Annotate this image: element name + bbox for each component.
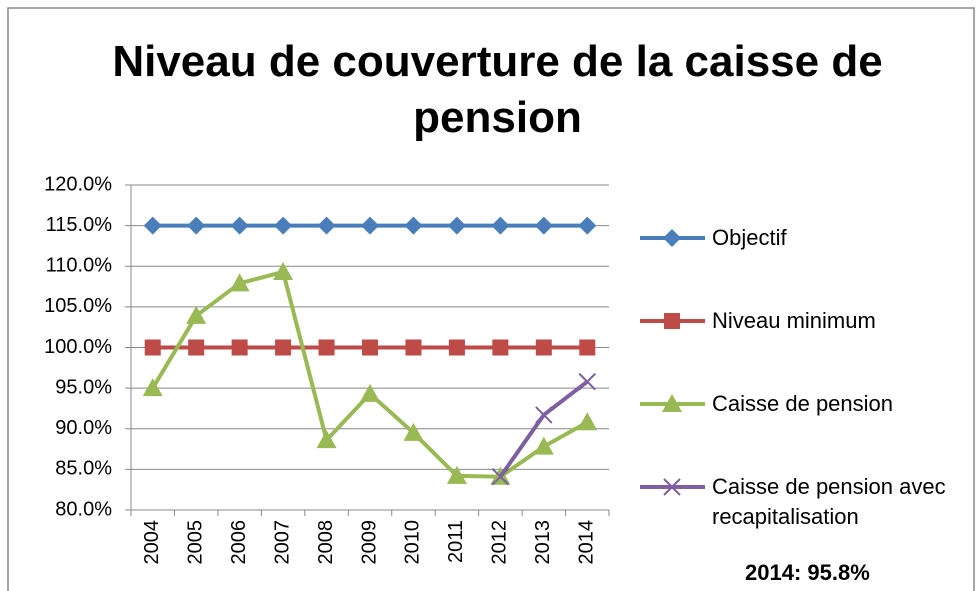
marker [144,339,161,356]
marker [361,216,379,235]
marker [578,216,597,235]
marker [663,229,681,247]
marker [534,216,553,235]
marker [492,339,509,356]
marker [318,339,335,356]
marker [186,305,207,324]
y-tick-label: 90.0% [55,417,112,439]
chart-title: Niveau de couverture de la caisse de pen… [112,37,883,142]
marker [143,216,162,235]
marker [188,339,205,356]
annotation: 2014: 95.8% [745,560,870,585]
y-tick-label: 80.0% [55,498,112,520]
x-tick-label: 2004 [141,520,163,565]
legend-label: Caisse de pension [712,391,894,416]
marker [664,313,680,329]
legend-label: Caisse de pension avec recapitalisation [712,474,946,529]
marker [187,216,206,235]
marker [535,406,553,424]
y-tick-label: 85.0% [55,458,112,480]
marker [273,261,294,280]
marker [448,339,465,356]
x-tick-label: 2005 [184,520,206,565]
marker [577,412,598,431]
x-tick-label: 2010 [402,520,424,565]
marker [405,339,422,356]
marker [229,273,250,292]
x-tick-label: 2011 [445,520,467,563]
marker [362,339,378,356]
x-tick-label: 2006 [228,520,250,565]
y-tick-label: 110.0% [46,255,113,277]
x-tick-label: 2013 [532,520,554,565]
y-tick-label: 120.0% [44,173,112,195]
marker [274,216,293,235]
marker [230,216,249,235]
marker [231,339,248,356]
marker [403,422,424,441]
marker [316,430,337,449]
legend-label: Niveau minimum [712,308,876,333]
marker [491,467,510,486]
chart-border [7,7,975,591]
x-tick-label: 2008 [315,520,337,565]
marker [360,383,380,402]
y-tick-label: 100.0% [44,336,112,358]
marker [662,394,682,412]
marker [579,339,596,356]
marker [142,378,163,397]
y-tick-label: 105.0% [44,295,112,317]
marker [578,372,596,391]
x-tick-label: 2014 [576,520,598,565]
legend-label: Objectif [712,225,787,250]
marker [317,216,336,235]
marker [491,216,510,235]
x-tick-label: 2012 [489,520,511,565]
x-tick-label: 2009 [358,520,380,565]
y-tick-label: 115.0% [46,214,113,236]
marker [533,436,554,455]
marker [404,216,423,235]
marker [535,339,552,356]
marker [447,216,466,235]
marker [275,339,292,356]
marker [663,478,681,496]
marker [446,465,467,484]
y-tick-label: 95.0% [55,376,112,398]
x-tick-label: 2007 [271,520,293,565]
